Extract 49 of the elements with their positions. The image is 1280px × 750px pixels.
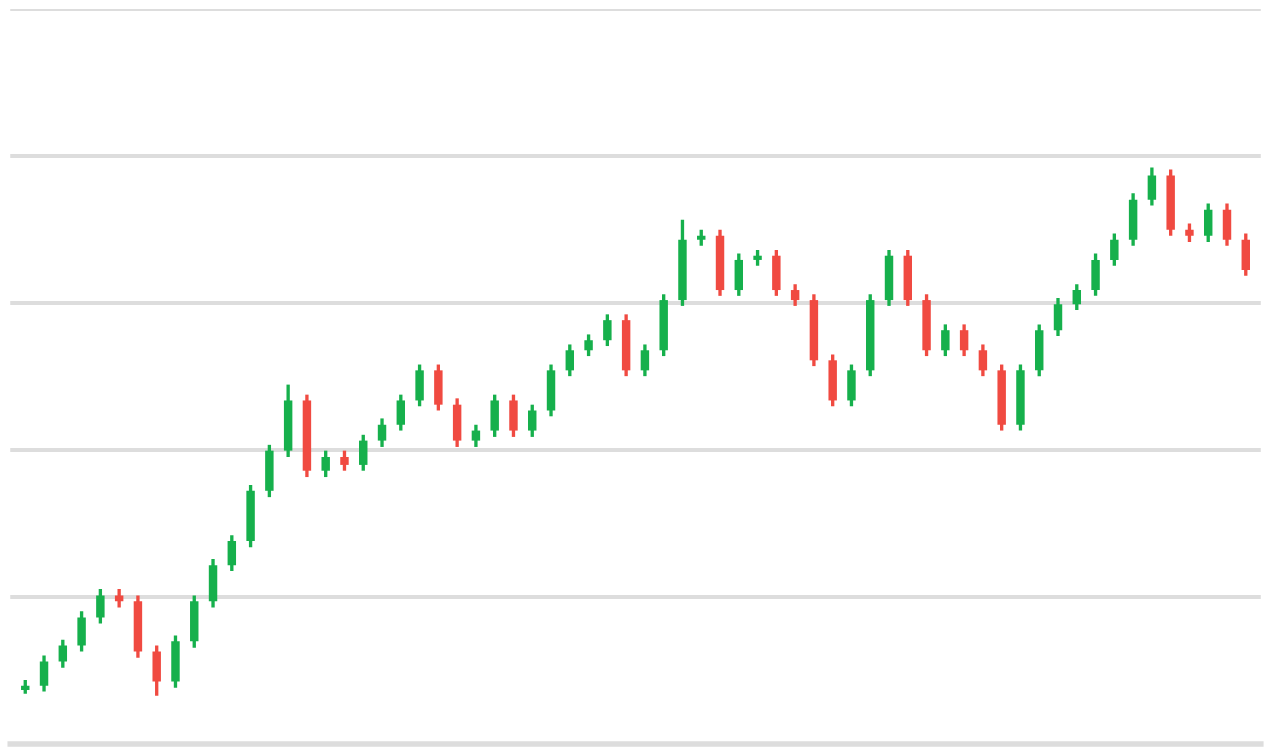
candlestick bbox=[114, 587, 124, 610]
candlestick bbox=[190, 593, 199, 650]
candlestick bbox=[509, 392, 518, 439]
candlestick bbox=[772, 248, 781, 298]
candlestick bbox=[847, 362, 856, 408]
candlestick bbox=[471, 423, 481, 449]
candlestick bbox=[884, 248, 894, 308]
candlestick bbox=[452, 396, 462, 449]
candlestick bbox=[1035, 322, 1044, 378]
candlestick bbox=[528, 403, 537, 439]
candlestick bbox=[1241, 231, 1250, 278]
candlestick bbox=[903, 248, 913, 308]
candlestick bbox=[359, 433, 368, 473]
candlestick bbox=[490, 392, 499, 439]
candlestick bbox=[1128, 191, 1138, 248]
candlestick bbox=[941, 322, 950, 358]
candlestick bbox=[584, 332, 593, 358]
candlestick bbox=[1072, 282, 1082, 312]
candlestick bbox=[171, 633, 180, 690]
candlestick bbox=[1110, 231, 1119, 268]
candlestick bbox=[978, 342, 988, 378]
candlestick bbox=[377, 416, 387, 449]
candlestick bbox=[734, 251, 744, 298]
candlestick bbox=[265, 443, 274, 499]
candlestick bbox=[77, 609, 86, 654]
candlestick bbox=[1185, 221, 1194, 244]
candlestick bbox=[828, 352, 837, 408]
candlestick bbox=[603, 312, 612, 348]
candlestick bbox=[415, 362, 424, 408]
candlestick bbox=[434, 362, 443, 413]
candlestick bbox=[340, 448, 349, 473]
candlestick bbox=[321, 448, 330, 479]
candlestick bbox=[959, 322, 969, 358]
candlestick bbox=[1053, 296, 1063, 338]
candlestick bbox=[152, 643, 161, 698]
candlestick bbox=[1222, 201, 1232, 248]
candlestick bbox=[790, 282, 800, 308]
candlestick bbox=[227, 533, 237, 573]
candlestick bbox=[39, 653, 49, 694]
candlestick bbox=[208, 557, 218, 610]
candlestick bbox=[1091, 251, 1100, 298]
candlestick bbox=[58, 638, 68, 670]
candlestick bbox=[1204, 201, 1213, 244]
candlestick bbox=[546, 362, 556, 418]
candlestick bbox=[1147, 165, 1157, 208]
candlestick bbox=[565, 342, 575, 378]
candlestick bbox=[96, 587, 105, 626]
candlestick bbox=[640, 342, 650, 378]
candlestick bbox=[396, 392, 406, 433]
